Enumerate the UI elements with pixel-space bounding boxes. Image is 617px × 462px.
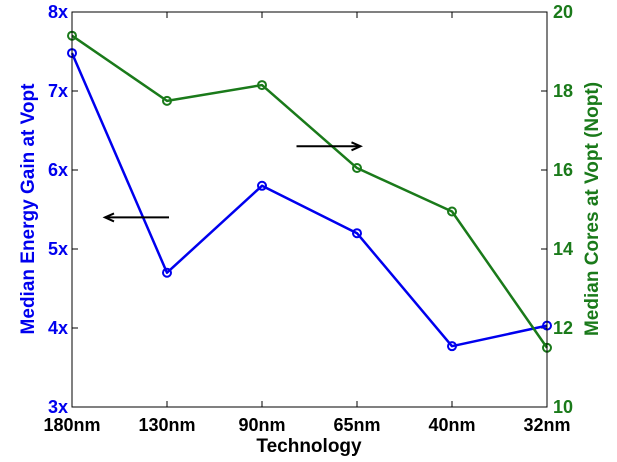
left-tick-label: 7x bbox=[48, 81, 68, 101]
left-tick-label: 8x bbox=[48, 2, 68, 22]
data-point-right bbox=[257, 80, 267, 91]
data-point-right bbox=[162, 95, 172, 106]
data-point-left bbox=[447, 341, 457, 352]
x-tick-label: 32nm bbox=[523, 415, 570, 435]
left-tick-label: 6x bbox=[48, 160, 68, 180]
arrow-left-head bbox=[102, 212, 115, 223]
left-axis-label: Median Energy Gain at Vopt bbox=[18, 83, 39, 335]
x-tick-label: 90nm bbox=[238, 415, 285, 435]
left-tick-label: 3x bbox=[48, 397, 68, 417]
right-tick-label: 20 bbox=[553, 2, 573, 22]
x-axis: 180nm 130nm 90nm 65nm 40nm 32nm bbox=[43, 12, 571, 435]
series-line-right bbox=[71, 34, 549, 349]
left-tick-label: 5x bbox=[48, 239, 68, 259]
right-axis: 10 12 14 16 18 20 bbox=[541, 2, 573, 417]
x-tick-label: 130nm bbox=[138, 415, 195, 435]
right-tick-label: 16 bbox=[553, 160, 573, 180]
x-tick-label: 40nm bbox=[428, 415, 475, 435]
x-tick-label: 180nm bbox=[43, 415, 100, 435]
left-tick-label: 4x bbox=[48, 318, 68, 338]
data-point-right bbox=[447, 206, 457, 217]
right-tick-label: 12 bbox=[553, 318, 573, 338]
annotation-layer bbox=[102, 141, 363, 223]
x-axis-label: Technology bbox=[256, 436, 362, 457]
right-axis-label: Median Cores at Vopt (Nopt) bbox=[582, 82, 603, 336]
right-tick-label: 14 bbox=[553, 239, 573, 259]
data-point-right bbox=[352, 163, 362, 174]
x-tick-label: 65nm bbox=[333, 415, 380, 435]
data-point-left bbox=[162, 267, 172, 278]
left-axis: 3x 4x 5x 6x 7x 8x bbox=[48, 2, 78, 417]
data-point-left bbox=[257, 180, 267, 191]
series-line-left bbox=[70, 52, 548, 348]
right-tick-label: 18 bbox=[553, 81, 573, 101]
plot-frame bbox=[71, 11, 548, 408]
data-point-left bbox=[352, 228, 362, 239]
arrow-right-head bbox=[351, 141, 363, 152]
right-tick-label: 10 bbox=[553, 397, 573, 417]
